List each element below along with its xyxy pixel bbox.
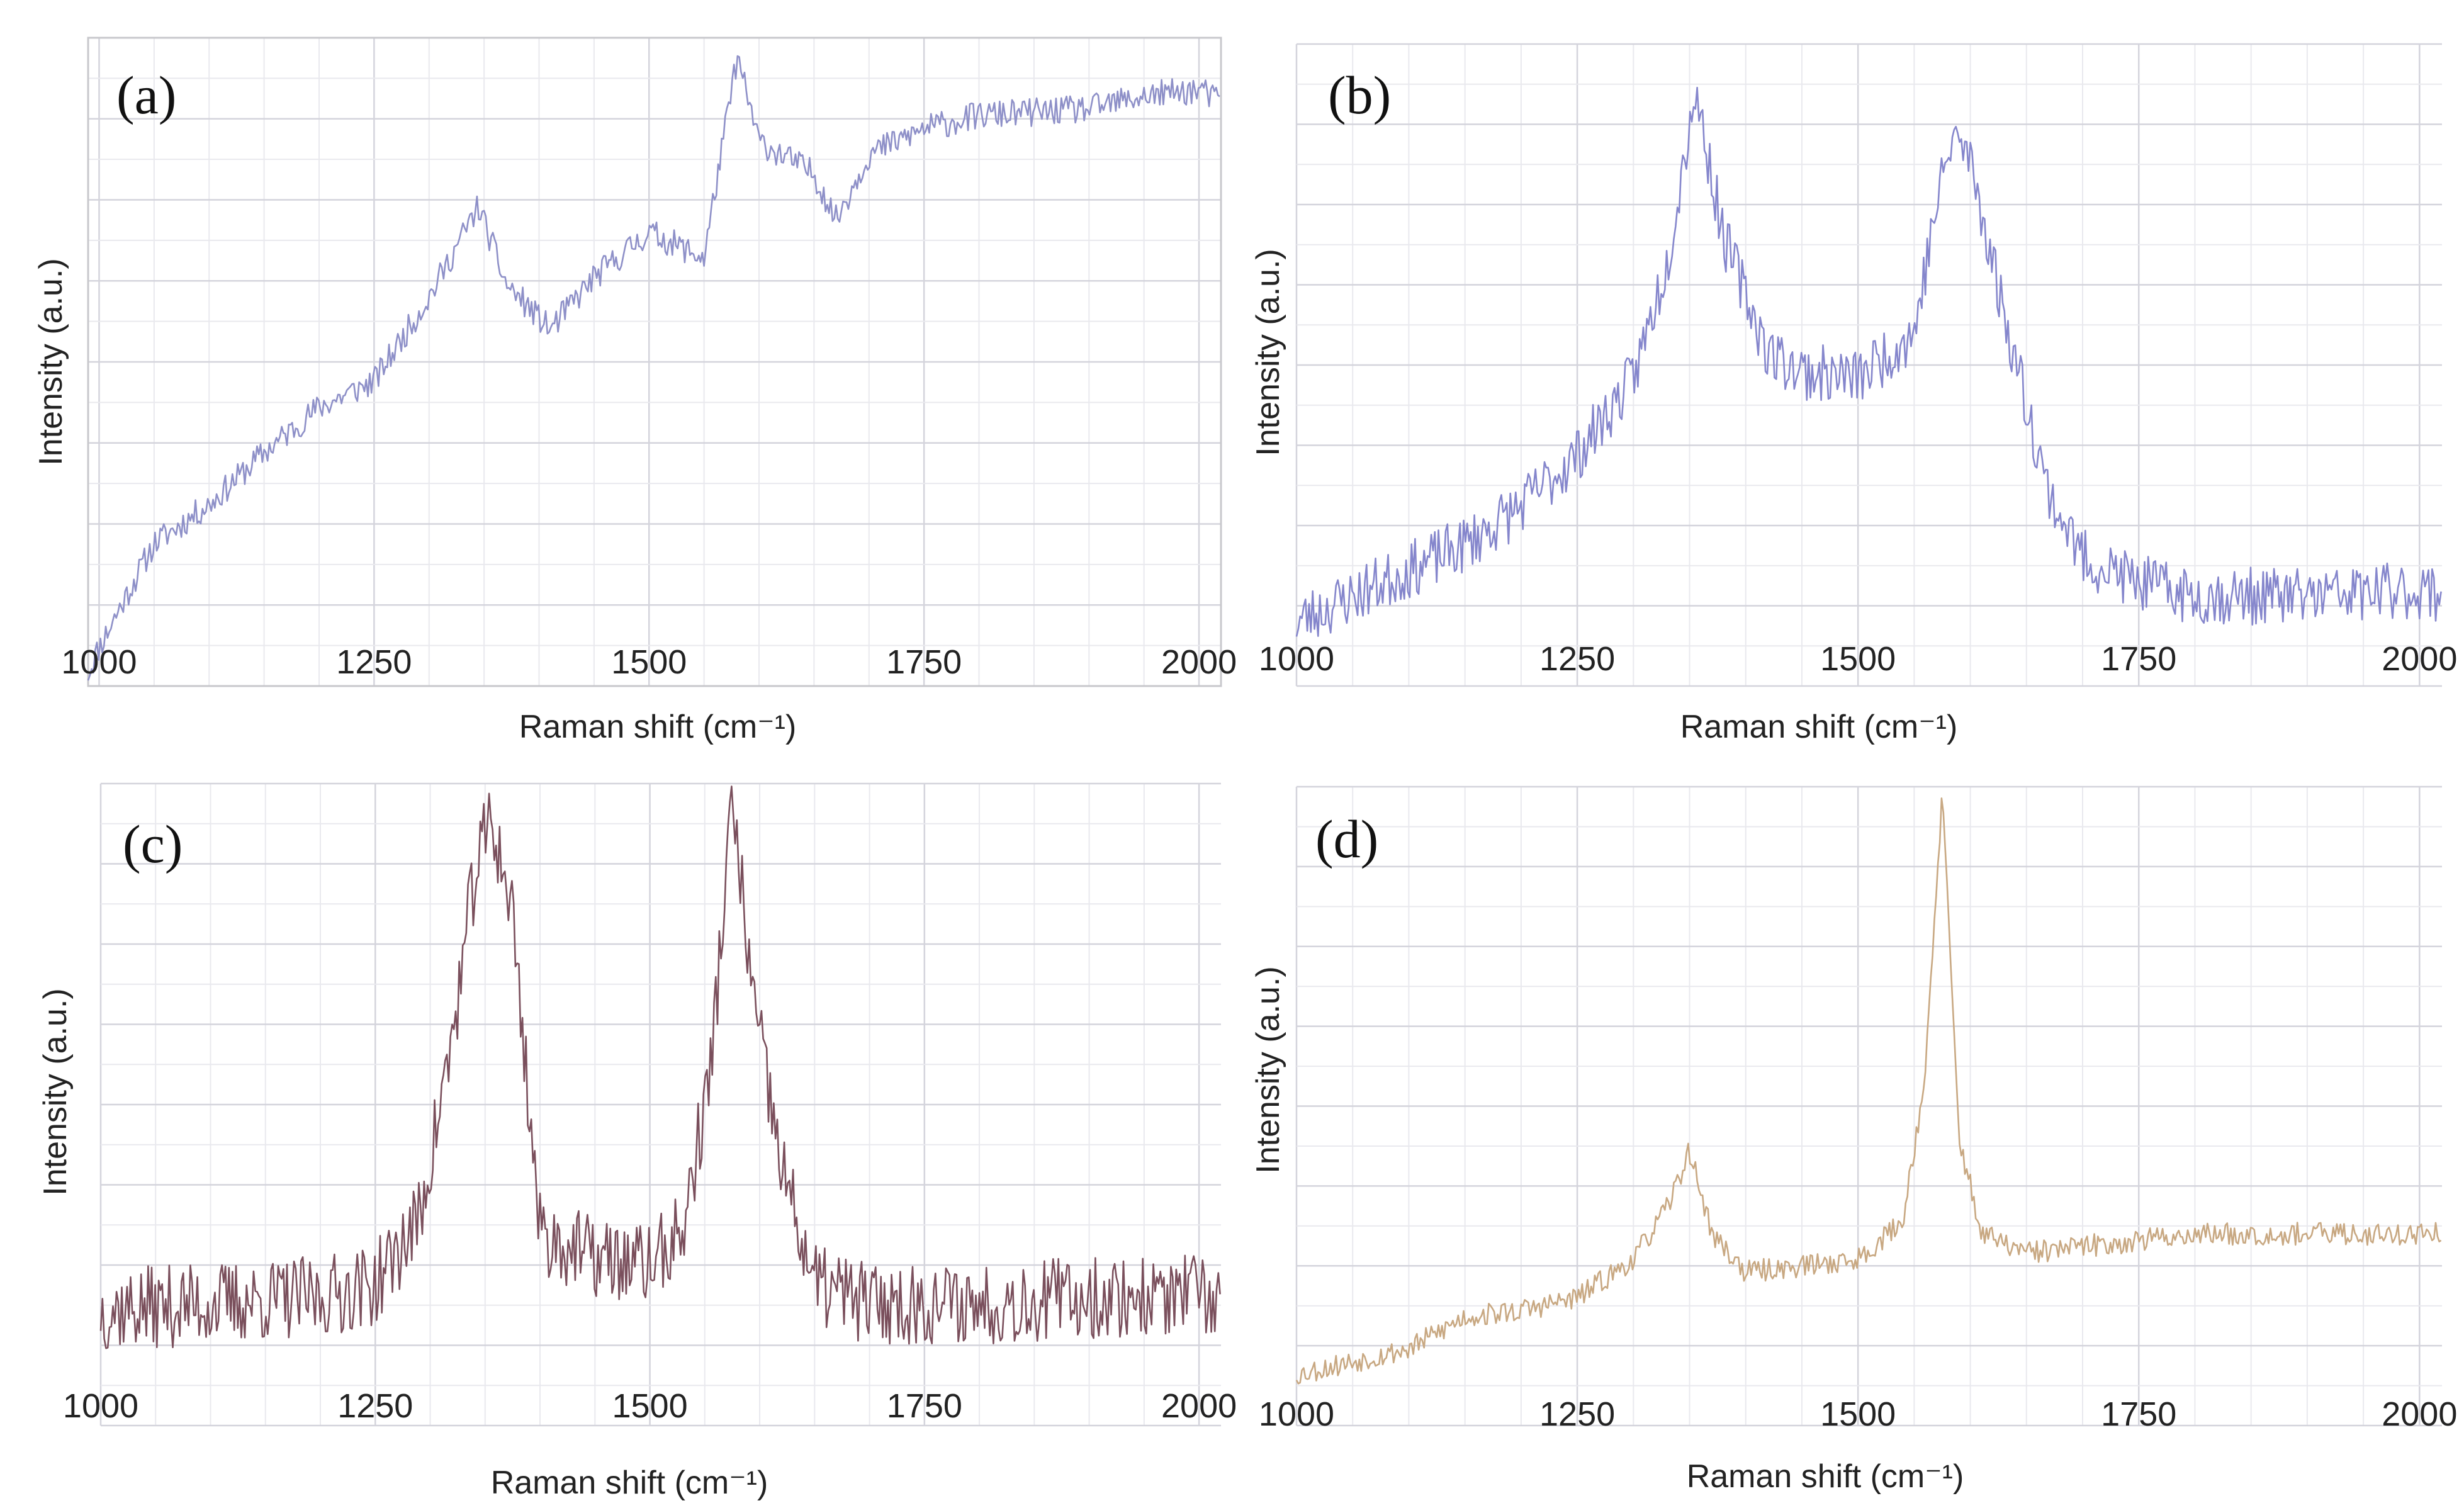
panel-c-xtick-1500: 1500 (612, 1387, 687, 1425)
panel-a-xtick-1250: 1250 (336, 643, 412, 681)
panel-b-ylabel: Intensity (a.u.) (1250, 249, 1286, 456)
panel-c-xtick-2000: 2000 (1161, 1387, 1237, 1425)
panel-d-xlabel: Raman shift (cm⁻¹) (1687, 1458, 1964, 1495)
panel-d-xtick-1750: 1750 (2101, 1395, 2176, 1433)
panel-b-label: (b) (1328, 65, 1391, 125)
panel-b: (b) 1000 1250 1500 1750 2000 Raman shift… (1250, 43, 2457, 745)
panel-a-xtick-2000: 2000 (1161, 643, 1237, 681)
panel-c-label: (c) (123, 814, 183, 874)
panel-d-grid (1295, 785, 2442, 1427)
panel-a-xtick-1000: 1000 (61, 643, 137, 681)
panel-c-grid (99, 782, 1221, 1427)
panel-d-xtick-1250: 1250 (1539, 1395, 1615, 1433)
panel-d-xtick-1000: 1000 (1259, 1395, 1334, 1433)
panel-b-xtick-2000: 2000 (2382, 640, 2457, 678)
panel-b-xtick-1000: 1000 (1259, 640, 1334, 678)
panel-a-grid (88, 37, 1221, 687)
panel-d-label: (d) (1315, 809, 1378, 869)
panel-a-xtick-1500: 1500 (611, 643, 687, 681)
panel-b-xtick-1750: 1750 (2101, 640, 2176, 678)
panel-d-ylabel: Intensity (a.u.) (1250, 966, 1286, 1173)
panel-b-spectrum-line (1295, 86, 2442, 637)
panel-a: (a) 1000 1250 1500 1750 2000 Raman shift… (33, 37, 1237, 745)
panel-c-ylabel: Intensity (a.u.) (37, 988, 74, 1195)
panel-a-spectrum-line (87, 55, 1220, 681)
panel-b-xtick-1500: 1500 (1820, 640, 1896, 678)
panel-c-xtick-1000: 1000 (63, 1387, 138, 1425)
panel-c-spectrum-line (99, 785, 1221, 1349)
panel-b-xlabel: Raman shift (cm⁻¹) (1680, 709, 1958, 745)
panel-a-xlabel: Raman shift (cm⁻¹) (519, 709, 797, 745)
panel-a-frame (87, 37, 1222, 687)
panel-b-grid (1295, 43, 2442, 687)
panel-a-label: (a) (116, 65, 176, 125)
panel-d-xtick-2000: 2000 (2382, 1395, 2457, 1433)
panel-c-xtick-1750: 1750 (887, 1387, 962, 1425)
panel-c-xtick-1250: 1250 (337, 1387, 413, 1425)
panel-a-xtick-1750: 1750 (886, 643, 962, 681)
panel-b-xtick-1250: 1250 (1539, 640, 1615, 678)
panel-c: (c) 1000 1250 1500 1750 2000 Raman shift… (37, 782, 1237, 1501)
panel-d-spectrum-line (1295, 797, 2442, 1385)
panel-d: (d) 1000 1250 1500 1750 2000 Raman shift… (1250, 785, 2457, 1495)
panel-d-xtick-1500: 1500 (1820, 1395, 1896, 1433)
panel-a-ylabel: Intensity (a.u.) (33, 258, 69, 465)
panel-c-xlabel: Raman shift (cm⁻¹) (491, 1465, 768, 1501)
